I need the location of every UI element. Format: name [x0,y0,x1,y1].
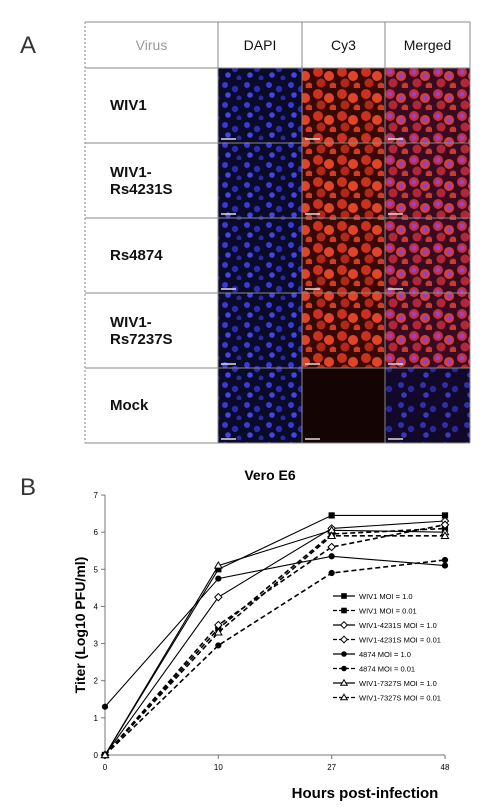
x-tick-label: 10 [214,763,223,772]
legend-marker [339,678,349,686]
point [328,512,335,519]
y-tick-label: 5 [94,565,99,574]
y-tick-label: 1 [94,714,99,723]
micrograph [218,68,302,143]
panel-label: A [20,32,37,59]
column-header: Cy3 [331,37,356,53]
micrograph [218,293,302,368]
point [215,642,222,649]
legend-label: WIV1 MOI = 1.0 [359,592,413,601]
micrograph [218,143,302,218]
legend-marker [341,607,347,614]
point [441,562,449,569]
micrograph [302,68,385,143]
y-tick-label: 7 [94,491,99,500]
micrograph [302,143,385,218]
row-label: Mock [110,397,149,414]
legend-label: 4874 MOI = 1.0 [359,650,411,659]
point [215,575,222,582]
point [441,556,449,564]
micrograph [385,293,470,368]
y-tick-label: 4 [94,602,99,611]
y-tick-label: 0 [94,751,99,760]
chart-title: Vero E6 [244,467,296,483]
point [100,750,110,759]
micrograph [385,143,470,218]
point [328,553,335,560]
series-line [104,527,446,756]
column-header: Merged [403,37,452,53]
y-tick-label: 6 [94,528,99,537]
row-label: WIV1-Rs4231S [110,163,173,198]
chart: Vero E6 Hours post-infection Titer (Log1… [72,467,450,802]
legend-marker [339,635,349,644]
micrograph [385,68,470,143]
row-label: WIV1-Rs7237S [110,313,173,348]
point [214,592,223,602]
legend-marker [341,593,347,599]
micrograph [302,293,385,368]
legend-label: WIV1 MOI = 0.01 [359,607,417,616]
series-line [104,555,446,708]
row-label: Rs4874 [110,247,163,264]
x-tick-label: 48 [441,763,450,772]
series-line [104,559,446,756]
point [327,542,336,552]
legend-label: WIV1-4231S MOI = 0.01 [359,636,441,645]
point [213,627,223,636]
panel-label: B [20,474,37,501]
series-line [104,529,446,756]
micrograph [218,218,302,293]
micrograph [302,218,385,293]
series-line [104,514,445,756]
y-axis-label: Titer (Log10 PFU/ml) [72,557,88,694]
micrographs [84,21,471,444]
micrograph [385,218,470,293]
row-label: WIV1 [110,97,147,114]
point [327,531,337,539]
y-tick-label: 2 [94,677,99,686]
point [101,703,109,710]
micrograph [385,368,470,443]
legend-label: 4874 MOI = 0.01 [359,665,415,674]
x-tick-label: 27 [327,763,336,772]
legend-label: WIV1-4231S MOI = 1.0 [359,621,437,630]
legend-marker [339,693,349,701]
micrograph [302,368,385,443]
series-line [104,520,446,756]
x-tick-label: 0 [103,763,108,772]
point [328,569,335,577]
column-header: DAPI [243,37,277,53]
point [440,531,450,539]
point [213,560,223,569]
series-line [104,523,446,756]
legend-label: WIV1-7327S MOI = 0.01 [359,694,441,703]
column-header: Virus [135,37,168,53]
micrograph [218,368,302,443]
x-axis-label: Hours post-infection [292,785,439,802]
legend-marker [339,620,349,630]
series-line [104,535,445,756]
legend-marker [341,651,347,657]
y-tick-label: 3 [94,640,99,649]
legend-label: WIV1-7327S MOI = 1.0 [359,679,437,688]
legend-marker [341,665,347,672]
